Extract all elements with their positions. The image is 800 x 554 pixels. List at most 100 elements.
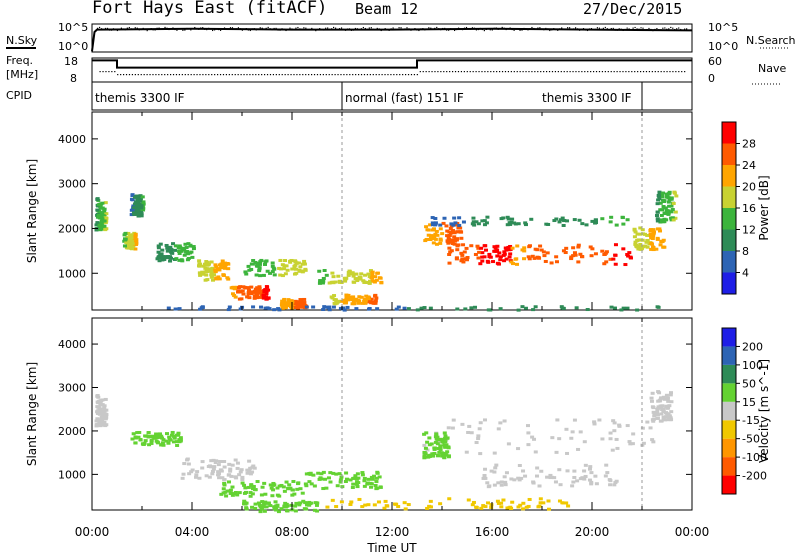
- power-cell: [666, 196, 671, 200]
- power-cell: [237, 297, 242, 301]
- velocity-cell: [438, 502, 443, 506]
- xtick-label: 00:00: [675, 525, 710, 539]
- nave-point: [149, 74, 151, 76]
- power-colorbar-tick-label: 28: [742, 138, 756, 151]
- nave-point: [416, 74, 418, 76]
- power-cell: [160, 258, 165, 262]
- velocity-cell: [485, 481, 490, 485]
- power-cell: [658, 243, 663, 247]
- velocity-cell: [146, 431, 151, 435]
- power-cell: [456, 226, 461, 230]
- power-cell: [648, 228, 653, 232]
- power-cell: [95, 221, 100, 225]
- velocity-cell: [486, 485, 491, 489]
- velocity-cell: [505, 506, 510, 510]
- power-cell: [296, 300, 301, 304]
- power-cell: [264, 289, 269, 293]
- power-cell: [353, 297, 358, 301]
- noise-search-point: [475, 29, 478, 31]
- power-cell: [632, 227, 637, 231]
- power-cell: [652, 230, 657, 234]
- power-cell: [516, 308, 521, 312]
- power-cell: [158, 242, 163, 246]
- power-cell: [183, 242, 188, 246]
- nave-point: [493, 71, 495, 73]
- nave-point: [440, 71, 442, 73]
- power-cell: [669, 210, 674, 214]
- noise-search-point: [212, 29, 214, 32]
- power-cell: [497, 251, 502, 255]
- power-cell: [649, 247, 654, 251]
- power-cell: [188, 243, 193, 247]
- velocity-cell: [625, 424, 630, 428]
- noise-search-point: [210, 28, 212, 30]
- power-cell: [184, 246, 189, 250]
- power-cell: [635, 308, 640, 312]
- nave-point: [184, 74, 186, 76]
- noise-search-point: [132, 28, 134, 30]
- power-cell: [103, 201, 108, 205]
- power-cell: [378, 276, 383, 280]
- power-cell: [287, 300, 292, 304]
- power-cell: [475, 244, 480, 248]
- power-cell: [527, 245, 532, 249]
- power-cell: [245, 295, 250, 299]
- velocity-cell: [243, 501, 248, 505]
- noise-search-point: [170, 28, 172, 30]
- noise-search-point: [618, 28, 620, 30]
- nave-point: [281, 74, 283, 76]
- velocity-cell: [583, 463, 588, 467]
- power-cell: [505, 223, 510, 227]
- power-cell: [354, 272, 359, 276]
- velocity-cell: [628, 442, 633, 446]
- noise-search-point: [182, 29, 184, 31]
- noise-search-point: [519, 29, 521, 31]
- nave-point: [463, 71, 465, 73]
- power-cell: [136, 212, 141, 216]
- velocity-cell: [666, 412, 671, 416]
- nave-point: [108, 71, 110, 73]
- noise-search-point: [331, 28, 333, 30]
- power-cell: [513, 222, 518, 226]
- nave-point: [266, 74, 269, 76]
- noise-search-point: [392, 27, 394, 29]
- power-cell: [522, 257, 527, 261]
- noise-search-point: [374, 29, 376, 31]
- velocity-cell: [222, 459, 227, 463]
- power-cell: [367, 281, 372, 285]
- power-cell: [369, 271, 374, 275]
- power-cell: [201, 264, 206, 268]
- noise-search-point: [350, 29, 353, 31]
- power-cell: [209, 273, 214, 277]
- noise-search-point: [666, 28, 668, 30]
- power-cell: [341, 306, 346, 310]
- noise-search-point: [640, 27, 642, 29]
- cpid-frame: [91, 81, 693, 111]
- power-cell: [508, 252, 513, 256]
- power-cell: [265, 285, 270, 289]
- power-cell: [263, 306, 268, 310]
- velocity-cell: [282, 504, 287, 508]
- velocity-cell: [427, 504, 432, 508]
- velocity-cell: [339, 500, 344, 504]
- velocity-cell: [147, 443, 152, 447]
- velocity-cell: [334, 505, 339, 509]
- power-cell: [508, 244, 513, 248]
- noise-search-point: [622, 29, 624, 32]
- nave-point: [675, 71, 677, 73]
- noise-search-point: [198, 28, 200, 30]
- velocity-cell: [133, 436, 138, 440]
- power-cell: [445, 229, 450, 233]
- power-cell: [126, 231, 131, 235]
- nave-point: [405, 74, 407, 76]
- velocity-cell: [194, 473, 199, 477]
- nave-point: [578, 71, 580, 73]
- nave-point: [381, 74, 383, 76]
- nave-point: [575, 71, 577, 73]
- nave-point: [255, 74, 257, 76]
- velocity-cell: [523, 474, 528, 478]
- noise-search-point: [452, 28, 454, 30]
- noise-search-point: [221, 28, 224, 30]
- power-cell: [222, 263, 227, 267]
- noise-search-point: [630, 28, 632, 31]
